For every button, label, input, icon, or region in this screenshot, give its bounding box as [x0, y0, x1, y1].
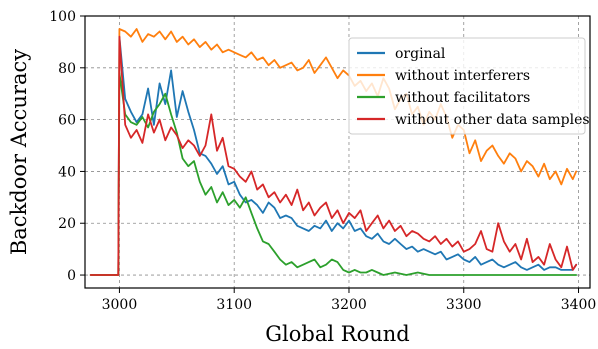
- x-tick-label: 3300: [446, 297, 482, 313]
- series-line-without-facilitators: [89, 72, 578, 276]
- x-tick-label: 3100: [216, 297, 252, 313]
- y-tick-label: 60: [58, 113, 76, 129]
- legend: orginal without interferers without facili…: [348, 37, 590, 135]
- legend-box: [348, 37, 586, 135]
- y-axis-label: Backdoor Accuracy: [7, 49, 31, 255]
- legend-label-without-other-data-samples: without other data samples: [395, 112, 590, 128]
- legend-label-without-interferers: without interferers: [395, 68, 530, 84]
- legend-label-without-facilitators: without facilitators: [395, 90, 530, 106]
- x-axis-label: Global Round: [265, 322, 409, 346]
- series-line-without-interferers: [89, 28, 578, 276]
- y-tick-label: 40: [58, 164, 76, 180]
- series-line-orginal: [89, 35, 578, 276]
- x-tick-label: 3400: [561, 297, 597, 313]
- series-layer: [89, 28, 578, 276]
- y-tick-label: 20: [58, 216, 76, 232]
- y-tick-label: 0: [67, 268, 76, 284]
- y-tick-label: 100: [49, 9, 76, 25]
- series-line-without-other-data-samples: [89, 35, 578, 276]
- x-tick-label: 3200: [331, 297, 367, 313]
- plot-frame: [84, 15, 591, 289]
- y-tick-label: 80: [58, 61, 76, 77]
- ticks: 3000 3100 3200 3300 3400 0 20 40 60 80 100: [49, 9, 596, 313]
- x-tick-label: 3000: [102, 297, 138, 313]
- legend-label-orginal: orginal: [395, 46, 446, 62]
